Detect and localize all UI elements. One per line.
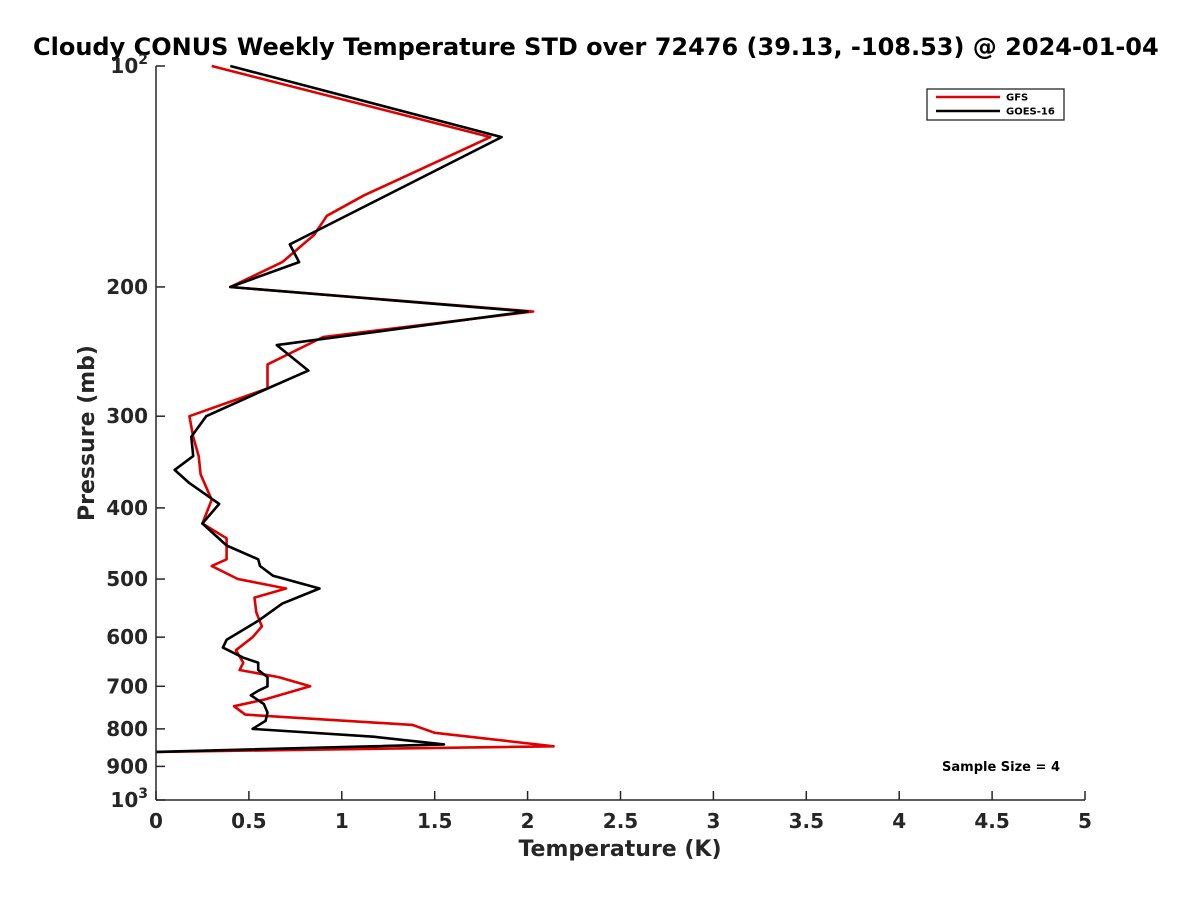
legend-box xyxy=(926,88,1065,121)
x-tick-label: 3 xyxy=(706,809,720,833)
series-line-1 xyxy=(155,64,529,754)
x-tick-label: 1 xyxy=(335,809,349,833)
x-tick-label: 4 xyxy=(892,809,906,833)
y-tick-label: 300 xyxy=(106,404,148,428)
y-tick-label: 500 xyxy=(106,567,148,591)
x-tick-label: 0 xyxy=(149,809,163,833)
legend-label: GFS xyxy=(1006,93,1028,104)
x-axis-label: Temperature (K) xyxy=(518,837,721,862)
y-tick-label: 600 xyxy=(106,625,148,649)
y-tick-label: 200 xyxy=(106,275,148,299)
x-axis-ticks: 0 0.5 1 1.5 2 2.5 3 3.5 4 4.5 5 xyxy=(149,791,1092,833)
x-tick-label: 1.5 xyxy=(417,809,452,833)
sample-size-annotation: Sample Size = 4 xyxy=(942,760,1060,775)
y-axis-label: Pressure (mb) xyxy=(75,345,100,521)
plot-lines xyxy=(155,64,555,754)
y-tick-label: 102 xyxy=(110,52,148,78)
x-tick-label: 3.5 xyxy=(789,809,824,833)
x-tick-label: 2.5 xyxy=(603,809,638,833)
series-line-0 xyxy=(155,64,555,754)
y-axis-ticks: 102 200 300 400 500 600 700 800 900 103 xyxy=(106,52,165,812)
x-tick-label: 4.5 xyxy=(974,809,1009,833)
y-tick-label: 400 xyxy=(106,496,148,520)
y-tick-label: 103 xyxy=(110,786,148,812)
x-tick-label: 2 xyxy=(521,809,535,833)
x-tick-label: 5 xyxy=(1078,809,1092,833)
y-tick-label: 900 xyxy=(106,754,148,778)
x-tick-label: 0.5 xyxy=(231,809,266,833)
legend-label: GOES-16 xyxy=(1006,107,1055,118)
y-tick-label: 700 xyxy=(106,674,148,698)
chart-title: Cloudy CONUS Weekly Temperature STD over… xyxy=(33,33,1159,61)
legend: GFS GOES-16 xyxy=(926,88,1065,121)
y-tick-label: 800 xyxy=(106,717,148,741)
